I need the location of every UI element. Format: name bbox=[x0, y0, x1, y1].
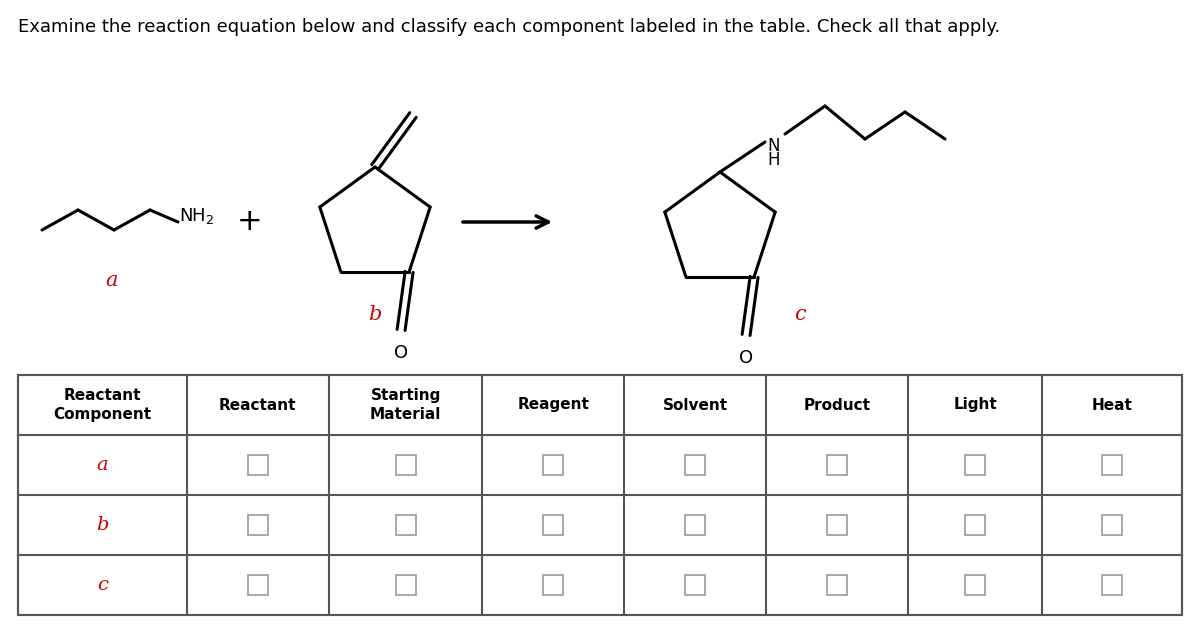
Text: Reagent: Reagent bbox=[517, 397, 589, 412]
Text: Examine the reaction equation below and classify each component labeled in the t: Examine the reaction equation below and … bbox=[18, 18, 1001, 36]
Bar bbox=[965, 515, 985, 535]
Bar bbox=[685, 575, 706, 595]
Text: Reactant: Reactant bbox=[220, 397, 296, 412]
Text: b: b bbox=[96, 516, 109, 534]
Bar bbox=[1102, 575, 1122, 595]
Bar bbox=[828, 455, 847, 475]
Bar bbox=[685, 455, 706, 475]
Text: O: O bbox=[394, 344, 408, 362]
Text: a: a bbox=[96, 456, 108, 474]
Text: Product: Product bbox=[804, 397, 871, 412]
Text: NH$_2$: NH$_2$ bbox=[179, 206, 215, 226]
Bar bbox=[965, 455, 985, 475]
Text: Light: Light bbox=[954, 397, 997, 412]
Bar bbox=[247, 515, 268, 535]
Text: c: c bbox=[97, 576, 108, 594]
Bar bbox=[828, 515, 847, 535]
Bar bbox=[544, 575, 564, 595]
Bar bbox=[685, 515, 706, 535]
Bar bbox=[965, 575, 985, 595]
Text: O: O bbox=[739, 349, 754, 367]
Text: Starting
Material: Starting Material bbox=[370, 388, 442, 422]
Text: b: b bbox=[368, 306, 382, 324]
Text: c: c bbox=[794, 306, 806, 324]
Text: a: a bbox=[106, 270, 119, 290]
Bar bbox=[1102, 455, 1122, 475]
Text: Reactant
Component: Reactant Component bbox=[53, 388, 151, 422]
Text: +: + bbox=[238, 208, 263, 236]
Text: Heat: Heat bbox=[1092, 397, 1133, 412]
Bar bbox=[544, 515, 564, 535]
Bar bbox=[18, 375, 1182, 615]
Bar bbox=[396, 515, 415, 535]
Bar bbox=[396, 455, 415, 475]
Bar bbox=[544, 455, 564, 475]
Text: Solvent: Solvent bbox=[662, 397, 728, 412]
Bar bbox=[1102, 515, 1122, 535]
Bar bbox=[247, 575, 268, 595]
Text: H: H bbox=[767, 151, 780, 169]
Bar bbox=[247, 455, 268, 475]
Bar bbox=[828, 575, 847, 595]
Text: N: N bbox=[767, 137, 780, 155]
Bar bbox=[396, 575, 415, 595]
